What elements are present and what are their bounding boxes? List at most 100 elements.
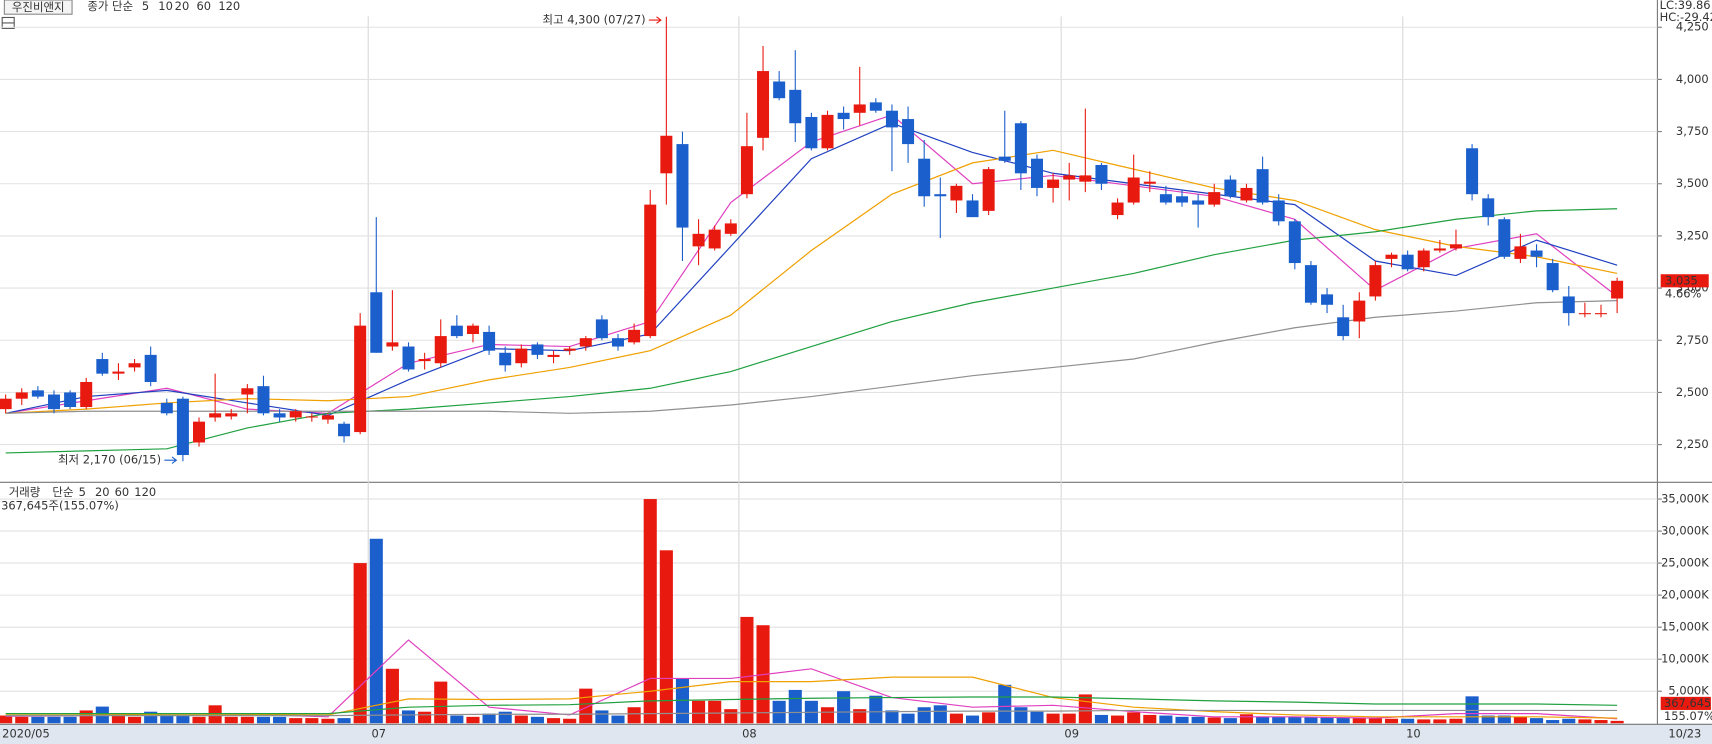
volume-bar: [740, 616, 754, 724]
candle-body: [1466, 148, 1479, 195]
legend-entry: 5: [79, 485, 86, 499]
ma-line: [5, 696, 1618, 715]
candle-body: [1208, 192, 1221, 205]
volume-bar: [418, 711, 432, 724]
candle-body: [321, 415, 334, 420]
volume-bar: [514, 715, 528, 724]
candle-body: [47, 394, 60, 410]
ma-line: [5, 149, 1618, 414]
candle-body: [402, 346, 415, 370]
candle-body: [305, 416, 318, 418]
candle-body: [1530, 250, 1543, 257]
ma-line: [5, 709, 1618, 717]
candle-body: [1240, 187, 1253, 201]
volume-bar: [1336, 717, 1350, 724]
volume-bar: [1465, 696, 1479, 724]
title-box[interactable]: [3, 0, 73, 15]
candle-body: [1256, 169, 1269, 203]
volume-bar: [160, 714, 174, 724]
volume-bar: [1207, 717, 1221, 724]
volume-bar: [1546, 720, 1560, 724]
volume-bar: [1433, 719, 1447, 724]
y-tick-label: 3,750: [1676, 124, 1709, 138]
volume-bar: [1175, 716, 1189, 724]
volume-bar: [1352, 718, 1366, 724]
volume-bar: [1320, 717, 1334, 724]
candle-body: [821, 114, 834, 149]
volume-bar: [1014, 707, 1028, 724]
candle-body: [209, 413, 222, 418]
candle-body: [1127, 177, 1140, 203]
volume-bar: [1417, 719, 1431, 724]
low-note: 최저 2,170 (06/15): [58, 453, 161, 467]
candle-body: [628, 329, 641, 343]
candle-body: [1014, 123, 1027, 174]
volume-bar: [401, 710, 416, 724]
candle-body: [773, 81, 786, 99]
volume-bar: [111, 715, 125, 724]
volume-bar: [643, 499, 657, 724]
volume-bar: [1578, 719, 1592, 724]
volume-bar: [820, 707, 835, 724]
candle-body: [1595, 313, 1608, 315]
x-tick-label: 08: [742, 727, 757, 741]
volume-bar: [837, 691, 851, 724]
volume-bar: [530, 716, 544, 724]
candle-body: [950, 185, 963, 201]
candle-body: [338, 423, 351, 437]
volume-bar: [1094, 714, 1108, 724]
volume-bar: [15, 716, 29, 724]
volume-bar: [498, 711, 512, 724]
volume-bar: [337, 718, 351, 724]
volume-bar: [63, 716, 77, 724]
volume-bar: [546, 718, 561, 724]
volume-bar: [273, 716, 287, 724]
legend-entry: 20: [175, 0, 190, 13]
volume-bar: [305, 718, 319, 724]
volume-bar: [724, 709, 738, 724]
candle-body: [1337, 317, 1350, 337]
legend-entry: 60: [115, 485, 130, 499]
volume-bar: [933, 705, 947, 724]
candle-body: [96, 359, 109, 374]
volume-bar: [321, 718, 335, 724]
lc-label: LC:39.86: [1660, 0, 1711, 12]
volume-bar: [192, 716, 206, 724]
candle-body: [193, 421, 206, 443]
volume-bar: [369, 538, 383, 724]
candle-body: [0, 398, 12, 410]
candle-body: [370, 292, 383, 353]
ma-line: [5, 208, 1618, 454]
volume-legend-method: 단순: [52, 485, 73, 499]
volume-bar: [885, 710, 899, 724]
candle-body: [1288, 221, 1301, 264]
volume-bar: [788, 689, 802, 724]
x-axis-band: [0, 724, 1712, 744]
y-tick-label: 3,250: [1676, 228, 1709, 242]
legend-prefix: 종가 단순: [87, 0, 133, 13]
last-price-label: 3,035: [1665, 273, 1698, 287]
volume-bar: [1610, 720, 1624, 724]
legend-entry: 20: [95, 485, 110, 499]
legend-entry: 5: [142, 0, 149, 13]
candle-body: [1304, 265, 1317, 303]
volume-bar: [1288, 716, 1302, 724]
volume-bar: [79, 710, 93, 724]
candle-body: [869, 102, 882, 111]
candle-body: [1047, 179, 1060, 188]
last-volume-label: 367,645: [1664, 696, 1711, 710]
candle-body: [257, 386, 270, 414]
candle-body: [1578, 313, 1591, 315]
y-tick-label: 2,750: [1676, 333, 1709, 347]
candle-body: [1401, 254, 1414, 270]
volume-bar: [853, 709, 867, 724]
candle-body: [547, 354, 560, 357]
candle-body: [660, 135, 673, 174]
candle-body: [885, 110, 898, 128]
volume-bar: [1223, 718, 1237, 724]
volume-bar: [256, 716, 271, 724]
volume-bar: [949, 713, 963, 724]
candle-body: [1095, 164, 1108, 184]
volume-bar: [466, 716, 480, 724]
